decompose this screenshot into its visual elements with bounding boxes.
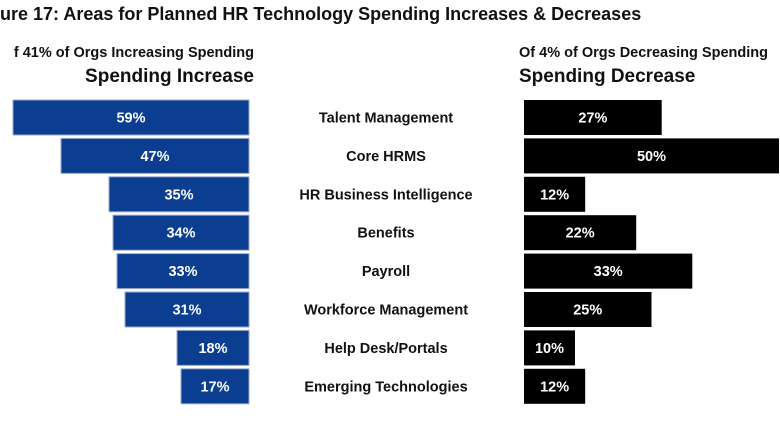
- decrease-value-label: 22%: [566, 226, 595, 242]
- category-label: Core HRMS: [346, 149, 426, 165]
- increase-value-label: 35%: [164, 187, 193, 203]
- decrease-bar: [524, 253, 693, 289]
- decrease-heading: Spending Decrease: [519, 66, 695, 87]
- decrease-value-label: 10%: [535, 341, 564, 357]
- decrease-bar: [524, 176, 586, 212]
- category-label: Emerging Technologies: [304, 379, 467, 395]
- decrease-bar: [524, 292, 652, 327]
- category-label: Talent Management: [319, 111, 453, 127]
- decrease-value-label: 12%: [540, 379, 569, 395]
- increase-value-label: 18%: [198, 341, 227, 357]
- decrease-bar: [524, 100, 662, 135]
- increase-bar: [60, 137, 250, 174]
- decrease-value-label: 33%: [594, 264, 623, 280]
- increase-bar: [116, 253, 250, 290]
- increase-bar: [176, 329, 250, 366]
- category-label: Help Desk/Portals: [324, 341, 447, 357]
- decrease-value-label: 50%: [637, 149, 666, 165]
- decrease-subtitle: Of 4% of Orgs Decreasing Spending: [519, 45, 768, 61]
- increase-bar: [124, 291, 250, 328]
- increase-bar: [112, 214, 250, 251]
- decrease-bar: [524, 330, 575, 366]
- figure-title: ure 17: Areas for Planned HR Technology …: [0, 4, 641, 24]
- category-label: Payroll: [362, 264, 410, 280]
- increase-value-label: 34%: [166, 226, 195, 242]
- increase-value-label: 17%: [200, 379, 229, 395]
- increase-bar: [108, 176, 250, 213]
- increase-bar: [12, 99, 250, 136]
- decrease-value-label: 12%: [540, 187, 569, 203]
- increase-value-label: 59%: [116, 111, 145, 127]
- increase-value-label: 31%: [172, 303, 201, 319]
- increase-value-label: 47%: [140, 149, 169, 165]
- category-label: Workforce Management: [304, 303, 468, 319]
- increase-heading: Spending Increase: [85, 66, 254, 87]
- decrease-value-label: 27%: [578, 111, 607, 127]
- increase-bar: [180, 368, 250, 405]
- decrease-value-label: 25%: [573, 303, 602, 319]
- bar-area: 59% Talent Management 27% 47% Core HRMS 50% 35…: [12, 99, 779, 405]
- category-label: HR Business Intelligence: [299, 187, 472, 203]
- decrease-bar: [524, 368, 586, 404]
- increase-subtitle: f 41% of Orgs Increasing Spending: [14, 45, 254, 61]
- increase-value-label: 33%: [168, 264, 197, 280]
- decrease-bar: [524, 138, 779, 174]
- category-label: Benefits: [357, 226, 414, 242]
- decrease-bar: [524, 215, 637, 251]
